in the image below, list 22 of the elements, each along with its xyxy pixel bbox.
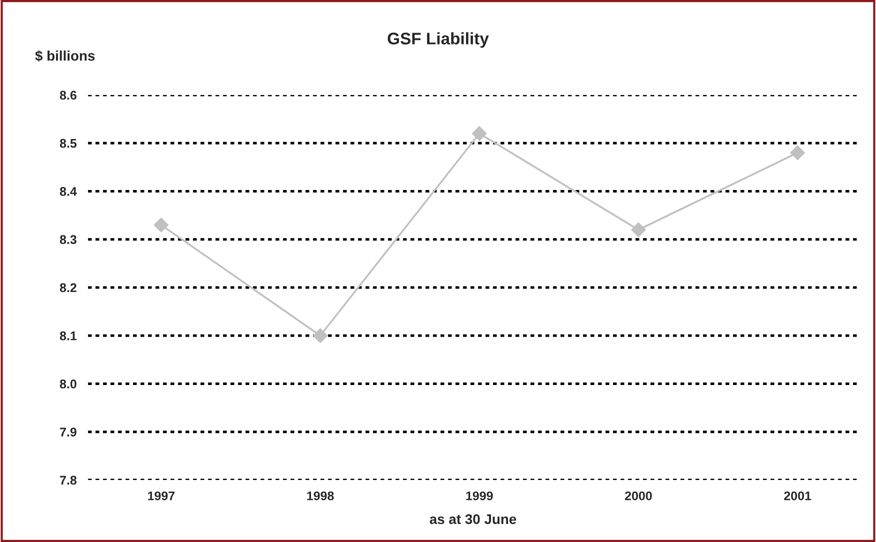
point (790, 145, 805, 160)
x-axis-title: as at 30 June (430, 514, 516, 524)
y-tick-label: 7.8 (60, 476, 77, 485)
y-tick-label: 8.4 (60, 187, 77, 196)
x-tick-label: 2001 (784, 491, 812, 500)
x-tick-label: 1998 (307, 491, 334, 500)
x-tick-label: 2000 (624, 491, 652, 500)
y-tick-label: 8.3 (60, 235, 76, 244)
x-tick-label: 1997 (148, 491, 175, 500)
point (631, 222, 646, 238)
x-tick-label: 1999 (466, 491, 493, 500)
y-tick-label: 7.9 (60, 428, 76, 437)
y-tick-label: 8.6 (60, 90, 76, 100)
y-tick-label: 8.0 (60, 380, 76, 388)
chart-title: GSF Liability (388, 32, 489, 48)
y-tick-label: 8.2 (60, 283, 76, 292)
y-tick-label: 8.5 (60, 138, 77, 148)
y-tick-label: 8.1 (60, 331, 77, 340)
point (154, 218, 169, 232)
point (472, 126, 487, 141)
y-axis-title: $ billions (35, 50, 95, 62)
point (312, 328, 328, 344)
